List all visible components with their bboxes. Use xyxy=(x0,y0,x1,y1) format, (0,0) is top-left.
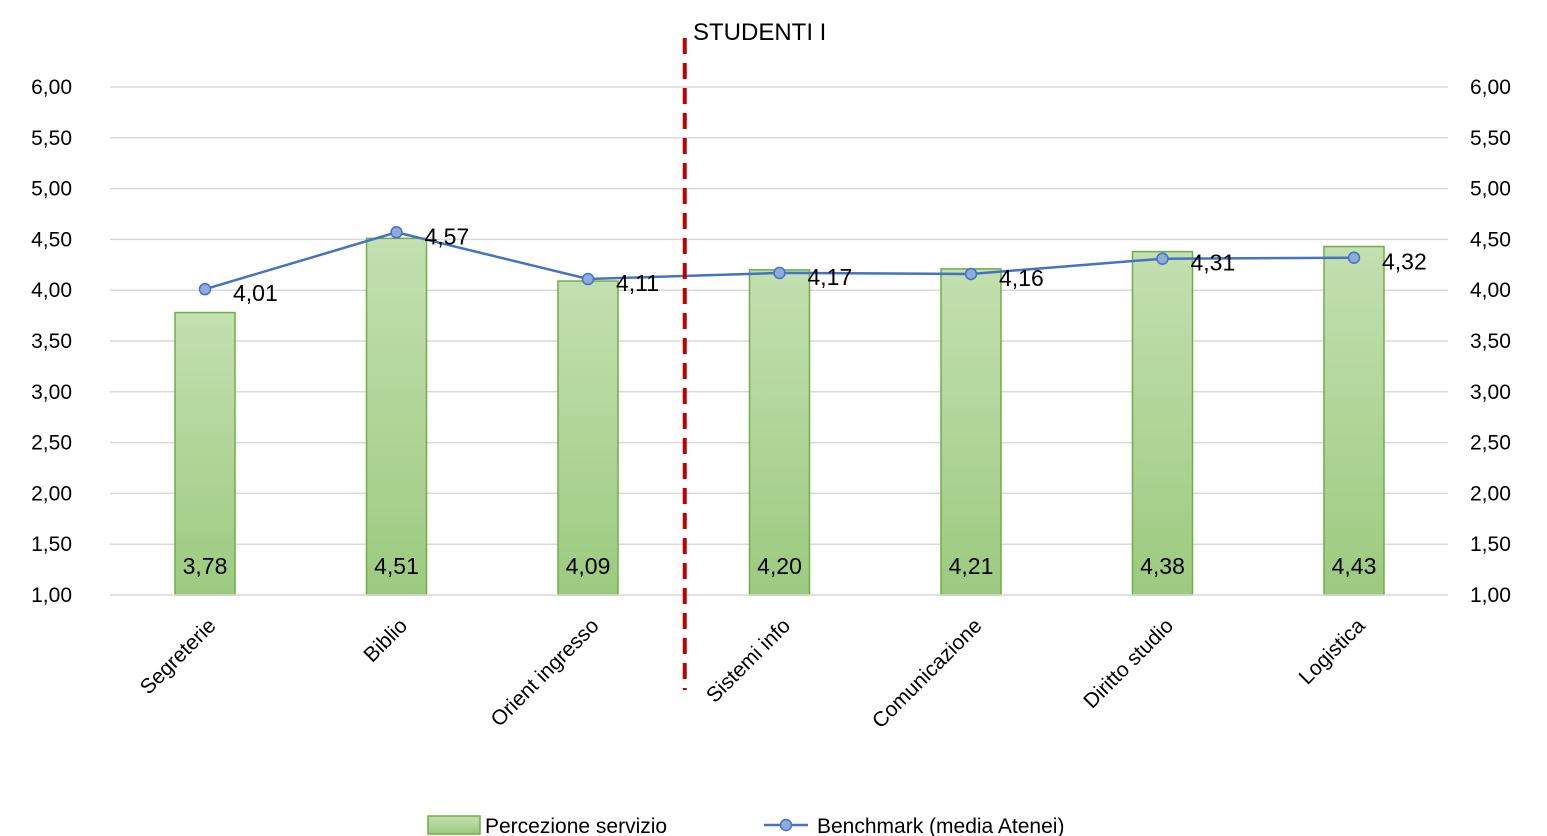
line-value-label: 4,11 xyxy=(616,270,659,296)
category-label: Sistemi info xyxy=(702,614,795,707)
legend-label-line: Benchmark (media Atenei) xyxy=(817,815,1064,836)
y-tick-label-left: 2,50 xyxy=(31,432,72,455)
line-point xyxy=(773,266,786,280)
y-tick-label-right: 3,00 xyxy=(1470,381,1511,404)
bar xyxy=(1323,245,1385,596)
bar-value-label: 4,21 xyxy=(949,553,994,579)
legend-swatch-bar xyxy=(427,815,481,835)
y-tick-label-right: 2,50 xyxy=(1470,432,1511,455)
bar xyxy=(748,269,811,596)
line-value-label: 4,32 xyxy=(1382,249,1427,275)
line-point xyxy=(964,267,978,281)
category-label: Segreterie xyxy=(136,614,221,699)
y-tick-label-right: 6,00 xyxy=(1470,76,1511,99)
y-tick-label-right: 5,50 xyxy=(1470,127,1511,150)
line-point xyxy=(1347,251,1361,264)
line-value-label: 4,31 xyxy=(1191,250,1236,276)
line-series: 4,01 4,57 4,11 4,17 4,16 4,31 4,32 xyxy=(198,223,1427,306)
legend-label-bar: Percezione servizio xyxy=(485,815,667,836)
y-axis-left: 1,00 1,50 2,00 2,50 3,00 3,50 4,00 4,50 5,00 5,50… xyxy=(31,76,72,607)
bar-series: 3,78 4,51 4,09 4,20 4,21 4,38 4,43 xyxy=(174,237,1385,596)
bar-value-label: 3,78 xyxy=(183,553,228,579)
y-tick-label-left: 5,50 xyxy=(31,127,72,150)
line-point xyxy=(390,226,403,239)
y-tick-label-left: 3,50 xyxy=(31,330,72,353)
bar xyxy=(940,268,1002,596)
bar xyxy=(557,280,619,596)
line-value-label: 4,16 xyxy=(999,265,1044,291)
y-tick-label-right: 4,00 xyxy=(1470,279,1511,302)
category-labels: Segreterie Biblio Orient ingresso Sistemi i… xyxy=(136,614,1370,733)
y-tick-label-right: 2,00 xyxy=(1470,482,1511,505)
line-value-label: 4,57 xyxy=(425,223,470,249)
y-tick-label-left: 3,00 xyxy=(31,381,72,404)
bar-value-label: 4,20 xyxy=(757,553,802,579)
line-value-label: 4,01 xyxy=(233,280,278,306)
line-point xyxy=(198,282,212,296)
bar xyxy=(174,311,236,596)
y-tick-label-right: 1,50 xyxy=(1470,533,1511,556)
y-tick-label-right: 5,00 xyxy=(1470,178,1511,201)
line-point xyxy=(1156,252,1169,265)
line-point xyxy=(581,272,595,286)
bar-value-label: 4,43 xyxy=(1332,553,1377,579)
category-label: Diritto studio xyxy=(1079,614,1178,713)
legend-swatch-marker xyxy=(779,818,793,832)
y-tick-label-left: 1,50 xyxy=(31,533,72,556)
y-tick-label-left: 5,00 xyxy=(31,178,72,201)
y-tick-label-right: 1,00 xyxy=(1470,584,1511,607)
chart-title: STUDENTI I xyxy=(693,19,826,46)
category-label: Orient ingresso xyxy=(487,614,604,731)
y-axis-right: 1,00 1,50 2,00 2,50 3,00 3,50 4,00 4,50 5,00 5,50… xyxy=(1470,76,1511,607)
y-tick-label-left: 2,00 xyxy=(31,482,72,505)
bar-value-label: 4,09 xyxy=(566,553,611,579)
bar-value-label: 4,38 xyxy=(1140,553,1185,579)
category-label: Comunicazione xyxy=(868,614,987,733)
category-label: Logistica xyxy=(1295,614,1370,689)
bar xyxy=(1131,250,1194,596)
line-value-label: 4,17 xyxy=(808,264,853,290)
y-tick-label-left: 4,00 xyxy=(31,279,72,302)
y-tick-label-left: 1,00 xyxy=(31,584,72,607)
y-tick-label-left: 6,00 xyxy=(31,76,72,99)
legend: Percezione servizio Benchmark (media Ate… xyxy=(427,815,1064,836)
y-tick-label-right: 4,50 xyxy=(1470,228,1511,251)
bar xyxy=(365,237,428,596)
y-tick-label-left: 4,50 xyxy=(31,228,72,251)
category-label: Biblio xyxy=(359,614,412,667)
bar-value-label: 4,51 xyxy=(374,553,419,579)
y-tick-label-right: 3,50 xyxy=(1470,330,1511,353)
